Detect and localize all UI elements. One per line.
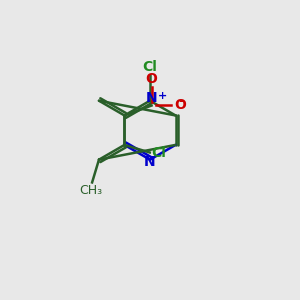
Text: Cl: Cl: [152, 146, 166, 160]
Text: O: O: [146, 72, 158, 86]
Text: N: N: [146, 91, 158, 104]
Text: CH₃: CH₃: [80, 184, 103, 197]
Text: -: -: [178, 95, 184, 108]
Text: N: N: [144, 155, 156, 169]
Text: Cl: Cl: [142, 60, 158, 74]
Text: +: +: [158, 91, 167, 101]
Text: O: O: [174, 98, 186, 112]
